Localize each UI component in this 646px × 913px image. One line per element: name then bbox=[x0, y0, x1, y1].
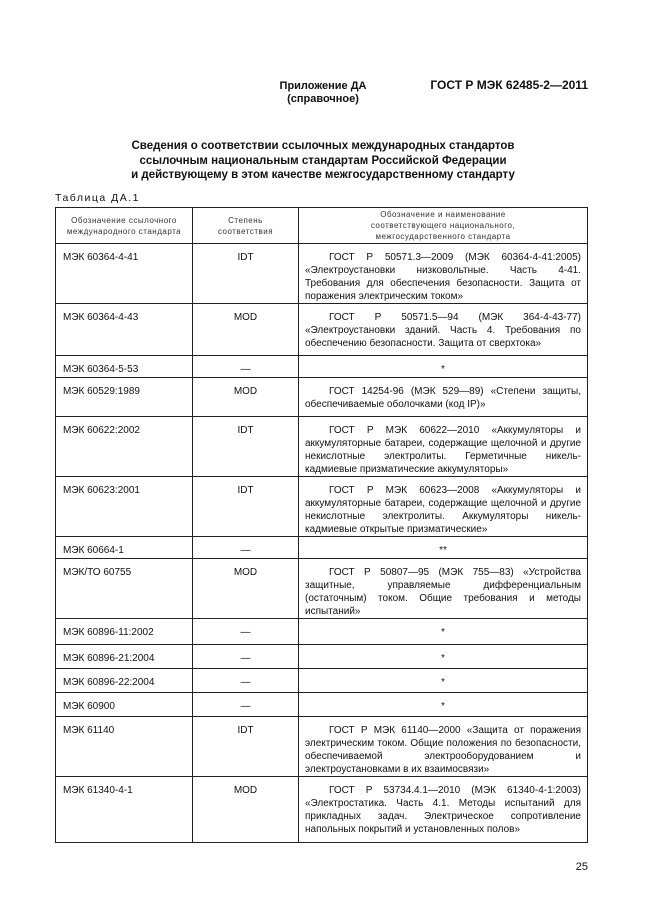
reference-standard: МЭК 60529:1989 bbox=[55, 377, 193, 417]
reference-standard: МЭК/ТО 60755 bbox=[55, 558, 193, 619]
compliance-degree: MOD bbox=[192, 377, 299, 417]
national-standard-text: ** bbox=[439, 545, 447, 556]
national-standard: ** bbox=[298, 536, 588, 559]
compliance-degree: MOD bbox=[192, 776, 299, 843]
reference-standard: МЭК 61140 bbox=[55, 716, 193, 777]
national-standard: * bbox=[298, 618, 588, 645]
national-standard-text: ГОСТ Р МЭК 60623—2008 «Аккумуляторы и ак… bbox=[305, 485, 581, 535]
reference-standard: МЭК 60896-22:2004 bbox=[55, 668, 193, 693]
national-standard: * bbox=[298, 668, 588, 693]
compliance-degree: — bbox=[192, 536, 299, 559]
compliance-degree: — bbox=[192, 355, 299, 378]
heading-line: ссылочным национальным стандартам Россий… bbox=[139, 154, 507, 167]
reference-standard: МЭК 60896-11:2002 bbox=[55, 618, 193, 645]
reference-standard: МЭК 60900 bbox=[55, 692, 193, 717]
compliance-degree: IDT bbox=[192, 476, 299, 537]
compliance-degree: IDT bbox=[192, 716, 299, 777]
reference-standard: МЭК 60622:2002 bbox=[55, 416, 193, 477]
table-row: МЭК 60364-5-53 — * bbox=[55, 355, 588, 378]
reference-standard: МЭК 60364-4-43 bbox=[55, 303, 193, 356]
national-standard: * bbox=[298, 692, 588, 717]
national-standard-text: ГОСТ Р 50807—95 (МЭК 755—83) «Устройства… bbox=[305, 567, 581, 617]
table-row: МЭК 61340-4-1 MOD ГОСТ Р 53734.4.1—2010 … bbox=[55, 776, 588, 843]
table-row: МЭК/ТО 60755 MOD ГОСТ Р 50807—95 (МЭК 75… bbox=[55, 558, 588, 619]
national-standard-text: ГОСТ Р МЭК 60622—2010 «Аккумуляторы и ак… bbox=[305, 425, 581, 475]
national-standard-text: * bbox=[441, 653, 445, 664]
table-row: МЭК 60900 — * bbox=[55, 692, 588, 717]
column-header: Степень соответствия bbox=[192, 207, 299, 244]
table-row: МЭК 60622:2002 IDT ГОСТ Р МЭК 60622—2010… bbox=[55, 416, 588, 477]
compliance-degree: — bbox=[192, 692, 299, 717]
national-standard-text: * bbox=[441, 677, 445, 688]
column-header: Обозначение и наименование соответствующ… bbox=[298, 207, 588, 244]
correspondence-table: Обозначение ссылочного международного ст… bbox=[55, 207, 588, 843]
national-standard: ГОСТ Р МЭК 60623—2008 «Аккумуляторы и ак… bbox=[298, 476, 588, 537]
compliance-degree: MOD bbox=[192, 558, 299, 619]
reference-standard: МЭК 61340-4-1 bbox=[55, 776, 193, 843]
national-standard: ГОСТ Р 53734.4.1—2010 (МЭК 61340-4-1:200… bbox=[298, 776, 588, 843]
table-row: МЭК 61140 IDT ГОСТ Р МЭК 61140—2000 «Защ… bbox=[55, 716, 588, 777]
national-standard-text: ГОСТ Р 50571.3—2009 (МЭК 60364-4-41:2005… bbox=[305, 252, 581, 302]
national-standard: ГОСТ Р МЭК 61140—2000 «Защита от поражен… bbox=[298, 716, 588, 777]
national-standard: ГОСТ 14254-96 (МЭК 529—89) «Степени защи… bbox=[298, 377, 588, 417]
compliance-degree: IDT bbox=[192, 416, 299, 477]
national-standard-text: * bbox=[441, 364, 445, 375]
table-row: МЭК 60896-21:2004 — * bbox=[55, 644, 588, 669]
compliance-degree: MOD bbox=[192, 303, 299, 356]
table-row: МЭК 60529:1989 MOD ГОСТ 14254-96 (МЭК 52… bbox=[55, 377, 588, 417]
annex-title: Приложение ДА bbox=[279, 80, 367, 92]
national-standard: ГОСТ Р 50571.5—94 (МЭК 364-4-43-77) «Эле… bbox=[298, 303, 588, 356]
reference-standard: МЭК 60664-1 bbox=[55, 536, 193, 559]
column-header: Обозначение ссылочного международного ст… bbox=[55, 207, 193, 244]
page-number: 25 bbox=[575, 861, 588, 873]
table-row: МЭК 60623:2001 IDT ГОСТ Р МЭК 60623—2008… bbox=[55, 476, 588, 537]
table-row: МЭК 60664-1 — ** bbox=[55, 536, 588, 559]
table-row: МЭК 60364-4-41 IDT ГОСТ Р 50571.3—2009 (… bbox=[55, 243, 588, 304]
national-standard-text: ГОСТ Р 53734.4.1—2010 (МЭК 61340-4-1:200… bbox=[305, 785, 581, 835]
compliance-degree: IDT bbox=[192, 243, 299, 304]
section-heading: Сведения о соответствии ссылочных междун… bbox=[0, 139, 646, 183]
national-standard: * bbox=[298, 644, 588, 669]
national-standard-text: * bbox=[441, 627, 445, 638]
table-row: МЭК 60896-11:2002 — * bbox=[55, 618, 588, 645]
heading-line: и действующему в этом качестве межгосуда… bbox=[131, 169, 515, 181]
table-caption: Таблица ДА.1 bbox=[55, 192, 140, 204]
national-standard-text: * bbox=[441, 701, 445, 712]
compliance-degree: — bbox=[192, 668, 299, 693]
compliance-degree: — bbox=[192, 618, 299, 645]
heading-line: Сведения о соответствии ссылочных междун… bbox=[131, 140, 515, 152]
national-standard-text: ГОСТ Р МЭК 61140—2000 «Защита от поражен… bbox=[305, 725, 581, 775]
table-row: МЭК 60896-22:2004 — * bbox=[55, 668, 588, 693]
reference-standard: МЭК 60623:2001 bbox=[55, 476, 193, 537]
annex-subtitle: (справочное) bbox=[287, 93, 359, 105]
national-standard-text: ГОСТ Р 50571.5—94 (МЭК 364-4-43-77) «Эле… bbox=[305, 312, 581, 349]
table-header-row: Обозначение ссылочного международного ст… bbox=[55, 207, 588, 244]
reference-standard: МЭК 60896-21:2004 bbox=[55, 644, 193, 669]
reference-standard: МЭК 60364-5-53 bbox=[55, 355, 193, 378]
compliance-degree: — bbox=[192, 644, 299, 669]
document-code: ГОСТ Р МЭК 62485-2—2011 bbox=[430, 78, 588, 92]
national-standard: ГОСТ Р 50807—95 (МЭК 755—83) «Устройства… bbox=[298, 558, 588, 619]
national-standard-text: ГОСТ 14254-96 (МЭК 529—89) «Степени защи… bbox=[305, 386, 581, 410]
table-row: МЭК 60364-4-43 MOD ГОСТ Р 50571.5—94 (МЭ… bbox=[55, 303, 588, 356]
national-standard: ГОСТ Р 50571.3—2009 (МЭК 60364-4-41:2005… bbox=[298, 243, 588, 304]
national-standard: * bbox=[298, 355, 588, 378]
national-standard: ГОСТ Р МЭК 60622—2010 «Аккумуляторы и ак… bbox=[298, 416, 588, 477]
reference-standard: МЭК 60364-4-41 bbox=[55, 243, 193, 304]
